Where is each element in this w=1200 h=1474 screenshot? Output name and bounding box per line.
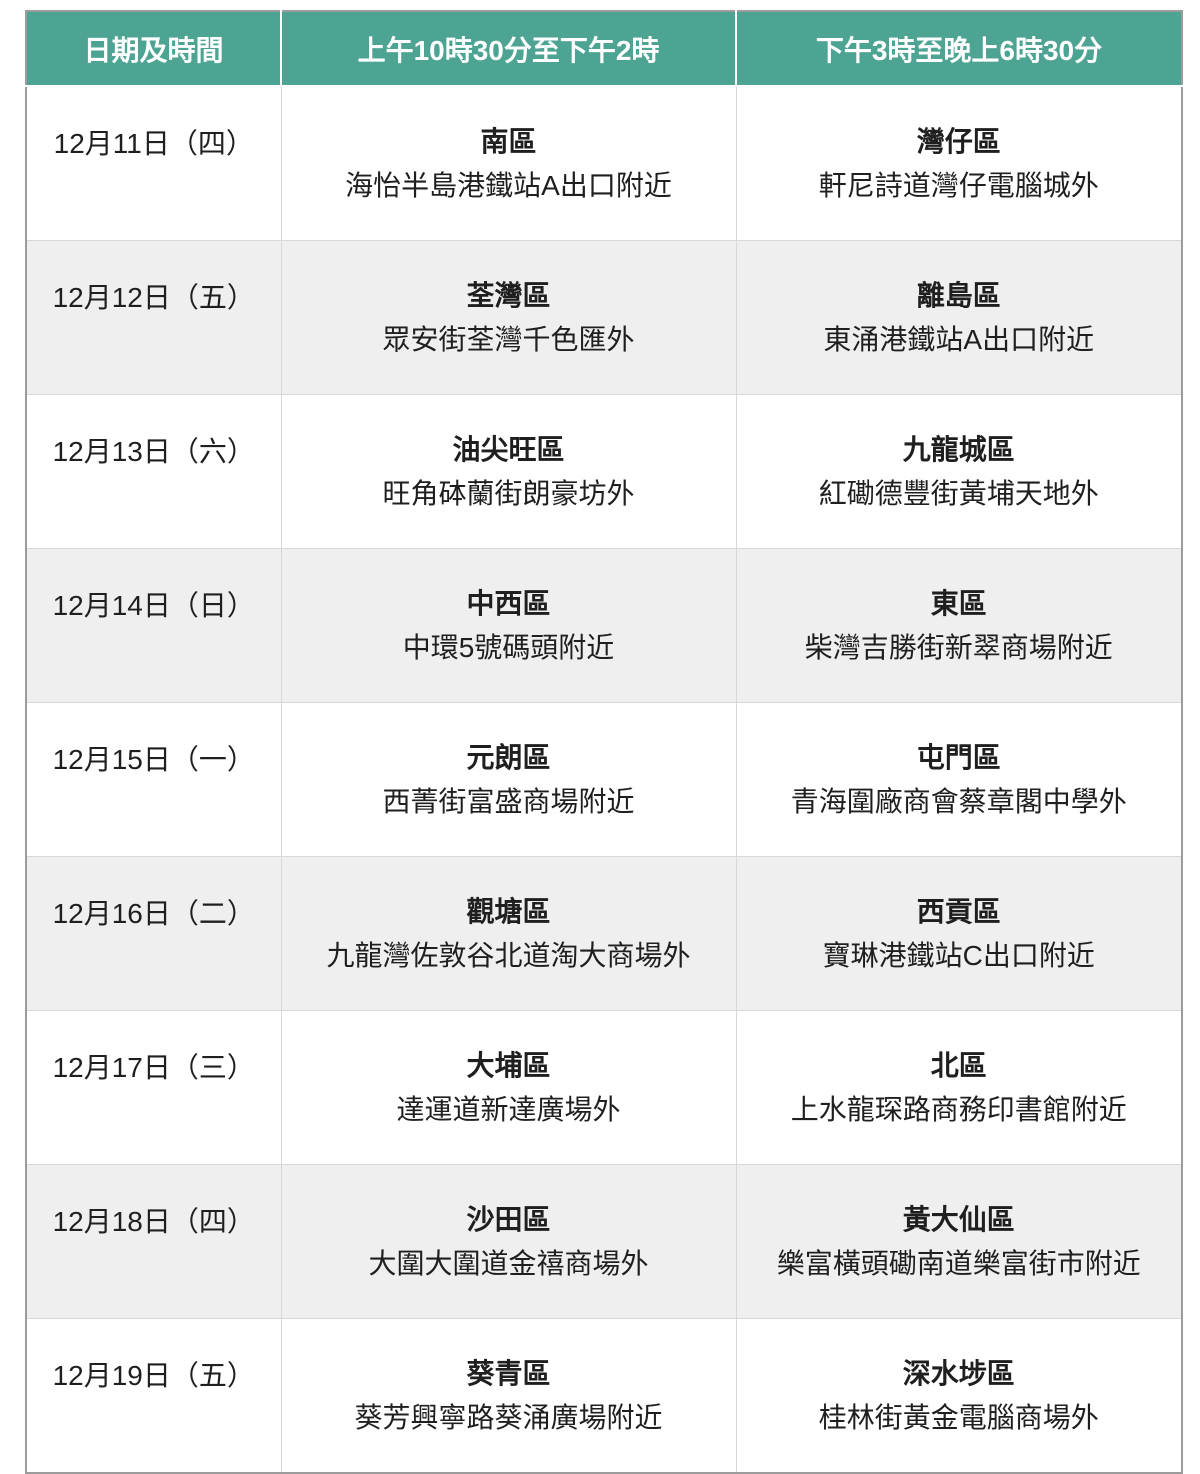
location-text: 柴灣吉勝街新翠商場附近: [804, 631, 1113, 663]
table-row: 12月16日（二） 觀塘區 九龍灣佐敦谷北道淘大商場外 西貢區 寶琳港鐵站C出口…: [25, 856, 1183, 1011]
header-date-time: 日期及時間: [26, 11, 281, 87]
afternoon-cell: 西貢區 寶琳港鐵站C出口附近: [735, 856, 1183, 1011]
district-name: 灣仔區: [916, 125, 1001, 157]
location-text: 紅磡德豐街黃埔天地外: [818, 477, 1099, 509]
table-row: 12月19日（五） 葵青區 葵芳興寧路葵涌廣場附近 深水埗區 桂林街黃金電腦商場…: [25, 1318, 1183, 1474]
table-row: 12月18日（四） 沙田區 大圍大圍道金禧商場外 黃大仙區 樂富橫頭磡南道樂富街…: [25, 1164, 1183, 1319]
location-text: 東涌港鐵站A出口附近: [823, 323, 1095, 355]
location-text: 旺角砵蘭街朗豪坊外: [382, 477, 635, 509]
location-text: 寶琳港鐵站C出口附近: [822, 939, 1095, 971]
afternoon-cell: 屯門區 青海圍廠商會蔡章閣中學外: [735, 702, 1183, 857]
district-name: 西貢區: [916, 895, 1001, 927]
date-cell: 12月16日（二）: [25, 856, 282, 1011]
header-morning-session: 上午10時30分至下午2時: [280, 11, 736, 87]
date-cell: 12月14日（日）: [25, 548, 282, 703]
district-name: 荃灣區: [466, 279, 551, 311]
location-text: 中環5號碼頭附近: [402, 631, 615, 663]
location-text: 上水龍琛路商務印書館附近: [790, 1093, 1127, 1125]
date-cell: 12月12日（五）: [25, 240, 282, 395]
district-name: 葵青區: [466, 1357, 551, 1389]
district-name: 油尖旺區: [452, 433, 565, 465]
date-cell: 12月11日（四）: [25, 85, 282, 241]
afternoon-cell: 東區 柴灣吉勝街新翠商場附近: [735, 548, 1183, 703]
date-cell: 12月19日（五）: [25, 1318, 282, 1474]
morning-cell: 葵青區 葵芳興寧路葵涌廣場附近: [280, 1318, 737, 1474]
table-row: 12月14日（日） 中西區 中環5號碼頭附近 東區 柴灣吉勝街新翠商場附近: [25, 548, 1183, 703]
afternoon-cell: 北區 上水龍琛路商務印書館附近: [735, 1010, 1183, 1165]
afternoon-cell: 九龍城區 紅磡德豐街黃埔天地外: [735, 394, 1183, 549]
afternoon-cell: 離島區 東涌港鐵站A出口附近: [735, 240, 1183, 395]
location-text: 西菁街富盛商場附近: [382, 785, 635, 817]
afternoon-cell: 黃大仙區 樂富橫頭磡南道樂富街市附近: [735, 1164, 1183, 1319]
table-row: 12月15日（一） 元朗區 西菁街富盛商場附近 屯門區 青海圍廠商會蔡章閣中學外: [25, 702, 1183, 857]
morning-cell: 油尖旺區 旺角砵蘭街朗豪坊外: [280, 394, 737, 549]
table-row: 12月12日（五） 荃灣區 眾安街荃灣千色匯外 離島區 東涌港鐵站A出口附近: [25, 240, 1183, 395]
location-text: 葵芳興寧路葵涌廣場附近: [354, 1401, 663, 1433]
date-cell: 12月18日（四）: [25, 1164, 282, 1319]
table-row: 12月13日（六） 油尖旺區 旺角砵蘭街朗豪坊外 九龍城區 紅磡德豐街黃埔天地外: [25, 394, 1183, 549]
morning-cell: 大埔區 達運道新達廣場外: [280, 1010, 737, 1165]
morning-cell: 中西區 中環5號碼頭附近: [280, 548, 737, 703]
district-name: 黃大仙區: [902, 1203, 1015, 1235]
table-row: 12月17日（三） 大埔區 達運道新達廣場外 北區 上水龍琛路商務印書館附近: [25, 1010, 1183, 1165]
district-name: 東區: [930, 587, 987, 619]
district-name: 中西區: [466, 587, 551, 619]
afternoon-cell: 深水埗區 桂林街黃金電腦商場外: [735, 1318, 1183, 1474]
location-text: 軒尼詩道灣仔電腦城外: [818, 169, 1099, 201]
location-text: 大圍大圍道金禧商場外: [368, 1247, 649, 1279]
header-row: 日期及時間 上午10時30分至下午2時 下午3時至晚上6時30分: [26, 11, 1182, 87]
page: 日期及時間 上午10時30分至下午2時 下午3時至晚上6時30分 12月11日（…: [25, 10, 1183, 1474]
location-text: 青海圍廠商會蔡章閣中學外: [790, 785, 1127, 817]
afternoon-cell: 灣仔區 軒尼詩道灣仔電腦城外: [735, 85, 1183, 241]
district-name: 北區: [930, 1049, 987, 1081]
district-name: 屯門區: [916, 741, 1001, 773]
district-name: 大埔區: [466, 1049, 551, 1081]
morning-cell: 荃灣區 眾安街荃灣千色匯外: [280, 240, 737, 395]
date-cell: 12月17日（三）: [25, 1010, 282, 1165]
morning-cell: 南區 海怡半島港鐵站A出口附近: [280, 85, 737, 241]
header-afternoon-session: 下午3時至晚上6時30分: [735, 11, 1182, 87]
district-name: 元朗區: [466, 741, 551, 773]
district-name: 離島區: [916, 279, 1001, 311]
district-name: 九龍城區: [902, 433, 1015, 465]
morning-cell: 觀塘區 九龍灣佐敦谷北道淘大商場外: [280, 856, 737, 1011]
district-name: 深水埗區: [902, 1357, 1015, 1389]
table-row: 12月11日（四） 南區 海怡半島港鐵站A出口附近 灣仔區 軒尼詩道灣仔電腦城外: [25, 85, 1183, 241]
district-name: 沙田區: [466, 1203, 551, 1235]
district-name: 觀塘區: [466, 895, 551, 927]
district-name: 南區: [480, 125, 537, 157]
location-text: 達運道新達廣場外: [396, 1093, 621, 1125]
date-cell: 12月15日（一）: [25, 702, 282, 857]
morning-cell: 沙田區 大圍大圍道金禧商場外: [280, 1164, 737, 1319]
location-text: 九龍灣佐敦谷北道淘大商場外: [326, 939, 691, 971]
morning-cell: 元朗區 西菁街富盛商場附近: [280, 702, 737, 857]
location-text: 海怡半島港鐵站A出口附近: [345, 169, 672, 201]
location-text: 樂富橫頭磡南道樂富街市附近: [776, 1247, 1141, 1279]
schedule-table: 日期及時間 上午10時30分至下午2時 下午3時至晚上6時30分 12月11日（…: [25, 10, 1183, 1474]
date-cell: 12月13日（六）: [25, 394, 282, 549]
location-text: 桂林街黃金電腦商場外: [818, 1401, 1099, 1433]
location-text: 眾安街荃灣千色匯外: [382, 323, 635, 355]
